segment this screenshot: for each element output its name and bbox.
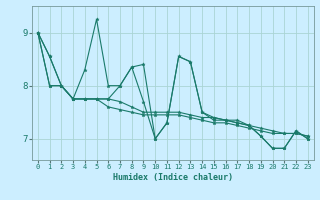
X-axis label: Humidex (Indice chaleur): Humidex (Indice chaleur): [113, 173, 233, 182]
